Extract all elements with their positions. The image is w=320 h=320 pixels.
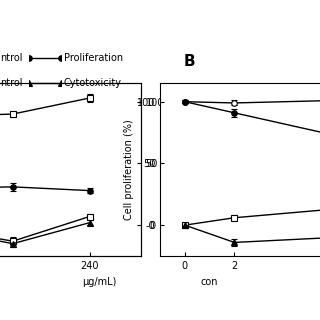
Text: ntrol: ntrol <box>0 78 22 88</box>
Text: ntrol: ntrol <box>0 52 22 63</box>
Text: Cytotoxicity: Cytotoxicity <box>64 78 122 88</box>
Y-axis label: Cytotoxicity (%): Cytotoxicity (%) <box>168 131 178 209</box>
Text: Proliferation: Proliferation <box>64 52 123 63</box>
Text: con: con <box>201 277 218 287</box>
Y-axis label: Cell proliferation (%): Cell proliferation (%) <box>124 119 134 220</box>
Text: B: B <box>184 54 196 69</box>
Text: μg/mL): μg/mL) <box>82 277 116 287</box>
